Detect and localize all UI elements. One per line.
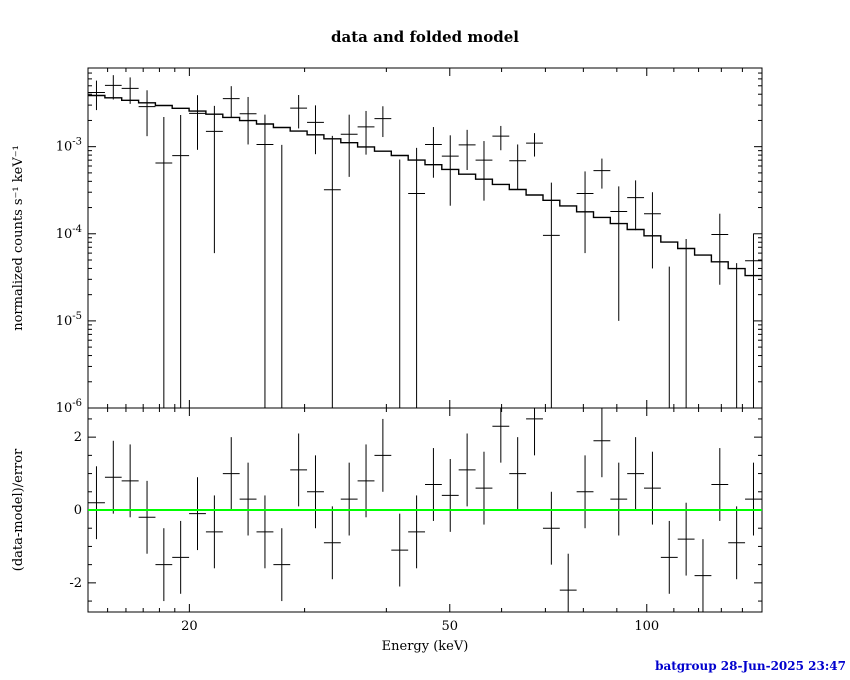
tick-labels: 20 50 100 10-3 10-4 10-5 10-6 -2 0 2	[56, 137, 659, 634]
chart-layer: 20 50 100 10-3 10-4 10-5 10-6 -2 0 2	[56, 67, 763, 634]
plot-title: data and folded model	[331, 28, 519, 46]
axis-ticks	[88, 68, 763, 612]
x-tick-label: 50	[442, 619, 459, 634]
timestamp-footer: batgroup 28-Jun-2025 23:47	[655, 659, 846, 673]
x-axis-label: Energy (keV)	[382, 639, 469, 654]
y-tick-label: 10-6	[56, 398, 82, 416]
x-tick-label: 100	[634, 619, 659, 634]
folded-model-line	[88, 94, 762, 277]
residual-errorbars	[88, 408, 762, 612]
y-axis-label-spectrum: normalized counts s⁻¹ keV⁻¹	[11, 145, 26, 331]
residual-tick-label: 2	[74, 430, 82, 445]
residual-tick-label: -2	[69, 576, 82, 591]
data-errorbars	[88, 75, 762, 408]
model-step-path	[88, 94, 762, 277]
y-axis-label-residuals: (data-model)/error	[11, 448, 26, 571]
y-tick-label: 10-3	[56, 137, 82, 155]
x-tick-label: 20	[181, 619, 198, 634]
y-tick-label: 10-5	[56, 311, 82, 329]
axes-frame	[87, 67, 763, 613]
residual-tick-label: 0	[74, 503, 82, 518]
y-tick-label: 10-4	[56, 224, 82, 242]
